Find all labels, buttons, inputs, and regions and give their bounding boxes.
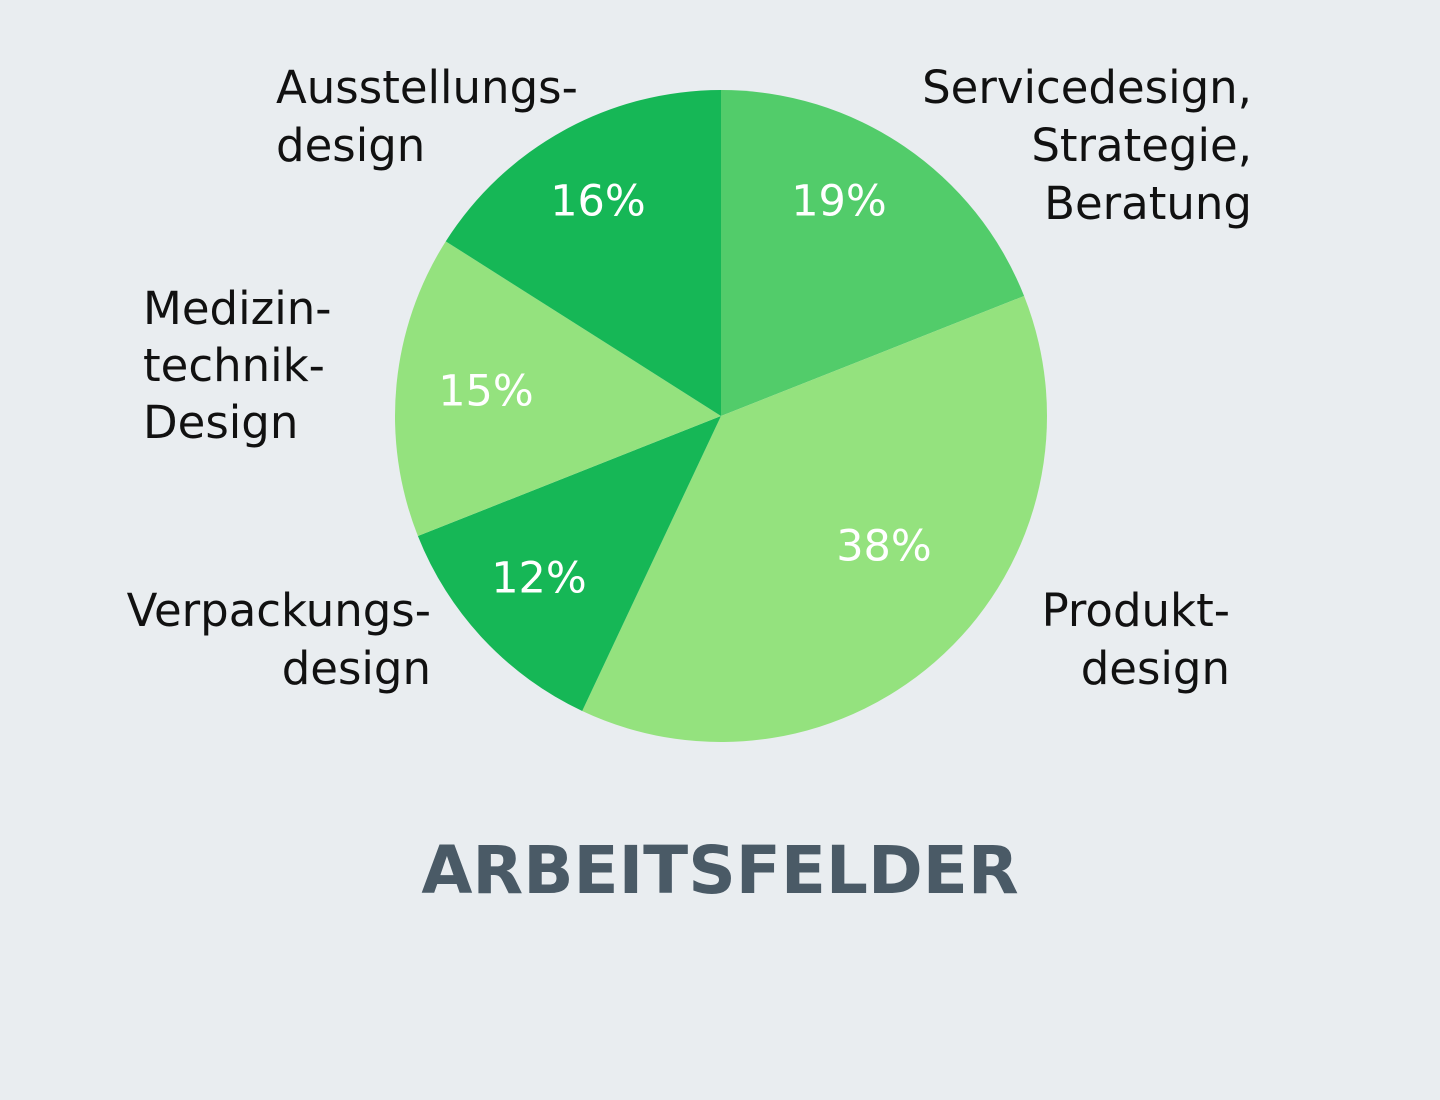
slice-category-label-line: technik- — [143, 339, 325, 392]
slice-value-label: 19% — [791, 177, 887, 227]
slice-category-label-line: Verpackungs- — [127, 584, 431, 637]
slice-category-label-line: Design — [143, 396, 298, 449]
slice-category-label: Ausstellungs-design — [276, 61, 578, 172]
slice-category-label: Verpackungs-design — [127, 584, 431, 695]
slice-category-label-line: Ausstellungs- — [276, 61, 578, 114]
pie-slice — [445, 90, 721, 416]
pie-slice — [394, 241, 721, 537]
pie-slice — [417, 416, 721, 711]
slice-category-label: Medizin-technik-Design — [143, 282, 331, 449]
pie-slice — [582, 295, 1048, 742]
chart-title: ARBEITSFELDER — [421, 832, 1019, 909]
slice-category-label-line: Strategie, — [1031, 119, 1252, 172]
slice-category-label-line: Produkt- — [1042, 584, 1230, 637]
slice-category-label-line: design — [276, 119, 425, 172]
slice-category-label: Produkt-design — [1042, 584, 1230, 695]
slice-category-label-line: Medizin- — [143, 282, 331, 335]
slice-value-label: 16% — [550, 177, 646, 227]
slice-value-label: 38% — [836, 522, 932, 572]
slice-category-label-line: Beratung — [1044, 177, 1252, 230]
slice-value-label: 12% — [491, 554, 587, 604]
slice-value-label: 15% — [438, 367, 534, 417]
slice-category-label-line: design — [1081, 642, 1230, 695]
slice-category-label-line: Servicedesign, — [922, 61, 1252, 114]
slice-category-label: Servicedesign, Strategie, Beratung — [922, 61, 1252, 230]
slice-category-label-line: design — [282, 642, 431, 695]
pie-slice — [721, 90, 1025, 416]
